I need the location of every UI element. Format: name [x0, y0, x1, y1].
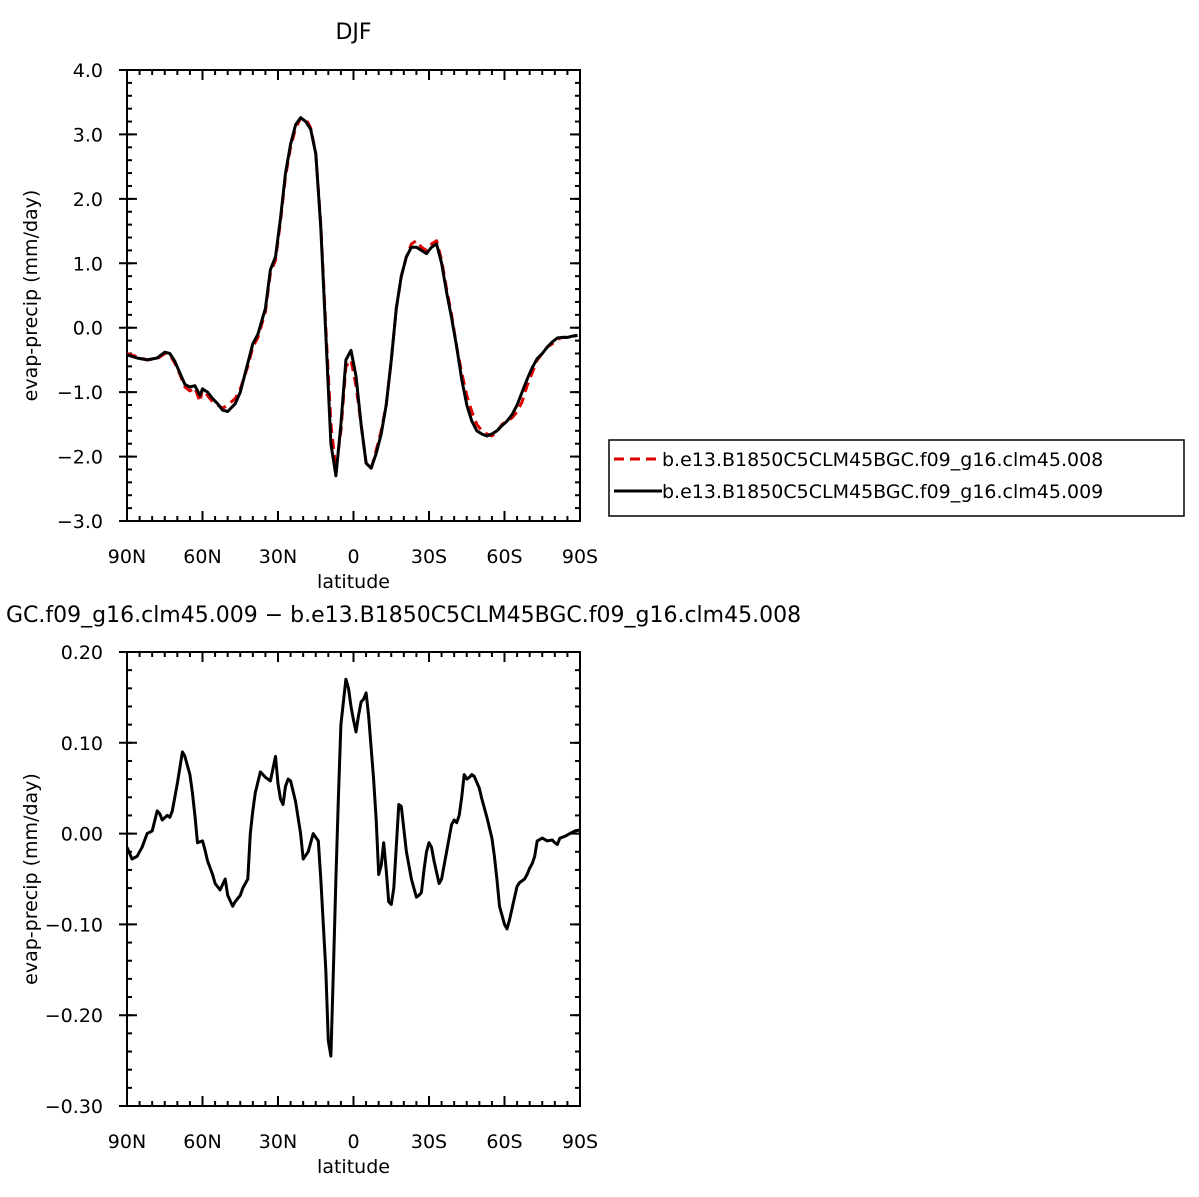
panel2-y-tick-label: −0.20 [45, 1005, 103, 1027]
panel2-x-axis-label: latitude [317, 1156, 390, 1178]
panel1-x-tick-label: 90N [108, 546, 146, 568]
panel1-y-tick-label: 1.0 [73, 253, 103, 275]
legend: b.e13.B1850C5CLM45BGC.f09_g16.clm45.008b… [608, 439, 1185, 517]
panel2-x-tick-label: 30S [411, 1131, 447, 1153]
panel1-title: DJF [335, 20, 371, 45]
legend-box [608, 439, 1185, 517]
panel2-y-axis-label: evap-precip (mm/day) [20, 773, 42, 985]
panel1-y-tick-label: −3.0 [57, 511, 103, 533]
panel2-y-tick-label: 0.10 [61, 733, 103, 755]
panel2-y-tick-label: −0.30 [45, 1096, 103, 1118]
panel2-x-tick-label: 90N [108, 1131, 146, 1153]
legend-label-2: b.e13.B1850C5CLM45BGC.f09_g16.clm45.009 [662, 481, 1103, 503]
legend-label-1: b.e13.B1850C5CLM45BGC.f09_g16.clm45.008 [662, 449, 1103, 471]
panel1-x-tick-label: 30N [259, 546, 297, 568]
panel2-y-tick-label: 0.20 [61, 642, 103, 664]
panel1-y-tick-label: 0.0 [73, 318, 103, 340]
panel1-x-tick-label: 0 [347, 546, 359, 568]
panel1-x-tick-label: 90S [562, 546, 598, 568]
panel1-y-tick-label: 4.0 [73, 60, 103, 82]
panel2-x-tick-label: 30N [259, 1131, 297, 1153]
panel1-y-tick-label: 2.0 [73, 189, 103, 211]
panel1-x-tick-label: 60N [183, 546, 221, 568]
panel2-title: GC.f09_g16.clm45.009 − b.e13.B1850C5CLM4… [6, 603, 801, 628]
panel2-x-tick-label: 90S [562, 1131, 598, 1153]
panel2-y-tick-label: 0.00 [61, 824, 103, 846]
panel1-x-axis-label: latitude [317, 571, 390, 593]
panel2-x-tick-label: 60N [183, 1131, 221, 1153]
panel1-y-tick-label: 3.0 [73, 124, 103, 146]
panel2-series-1-line [127, 677, 580, 1058]
panel2-x-tick-label: 0 [347, 1131, 359, 1153]
panel1-frame [126, 69, 581, 522]
panel1-x-tick-label: 60S [486, 546, 522, 568]
panel1-plot [119, 69, 581, 522]
panel2-y-tick-label: −0.10 [45, 914, 103, 936]
panel1-y-axis-label: evap-precip (mm/day) [20, 190, 42, 402]
panel1-y-tick-label: −1.0 [57, 382, 103, 404]
panel2-plot [119, 651, 581, 1107]
panel1-y-tick-label: −2.0 [57, 447, 103, 469]
panel2-x-tick-label: 60S [486, 1131, 522, 1153]
panel1-x-tick-label: 30S [411, 546, 447, 568]
panel1-series-2-line [127, 116, 578, 478]
